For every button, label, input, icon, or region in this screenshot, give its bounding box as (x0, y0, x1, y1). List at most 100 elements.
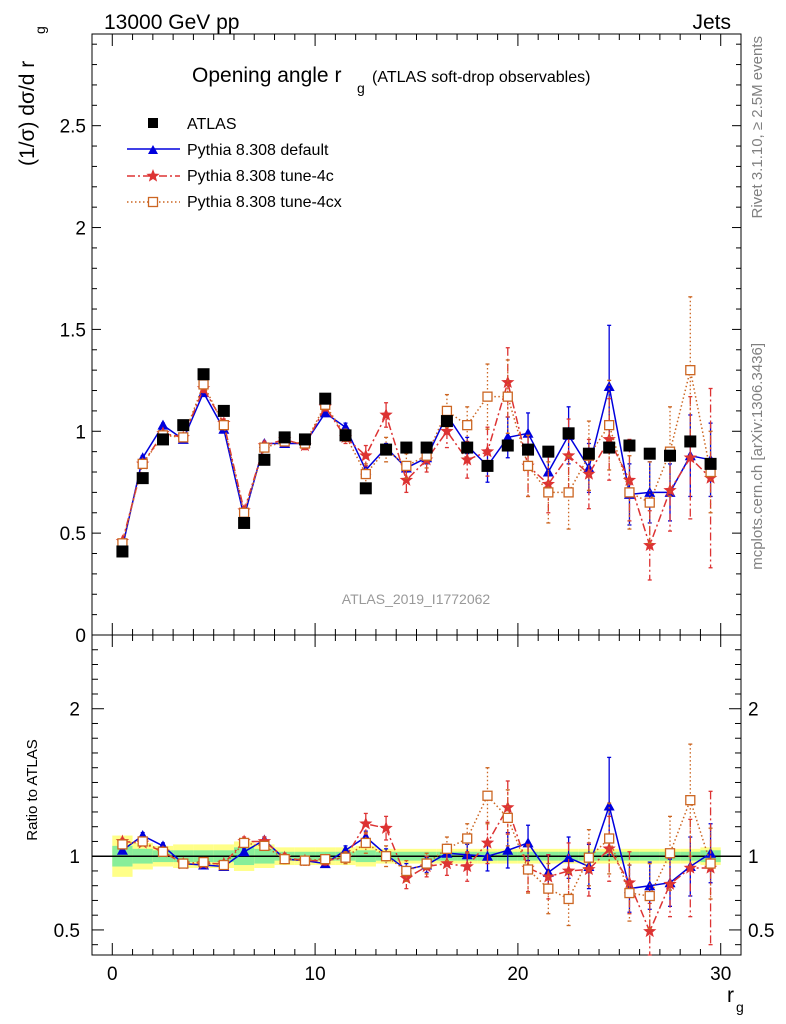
ratio-frame (91, 634, 742, 956)
marker-atlas-12 (359, 482, 372, 495)
marker-atlas-24 (603, 441, 616, 454)
x-label-text: r (727, 984, 734, 1007)
x-label-subscript: g (736, 999, 744, 1015)
marker-pythia-8-308-tune-4c-28 (683, 450, 697, 464)
marker-pythia-8-308-tune-4cx-1 (137, 458, 148, 470)
marker-pythia-8-308-tune-4c-13 (379, 407, 393, 421)
ratio-xtick-label: 10 (305, 964, 326, 985)
marker-pythia-8-308-tune-4c-16 (440, 856, 454, 870)
marker-pythia-8-308-default-24 (603, 380, 615, 391)
marker-atlas-18 (481, 459, 494, 472)
marker-pythia-8-308-tune-4cx-3 (178, 432, 189, 443)
ratio-ytick-label-left: 0.5 (54, 921, 80, 942)
marker-atlas-14 (400, 441, 413, 454)
legend-entry-atlas: ATLAS (148, 116, 237, 133)
marker-atlas-2 (156, 433, 169, 446)
marker-pythia-8-308-tune-4c-18 (480, 835, 495, 849)
marker-pythia-8-308-tune-4c-28 (683, 861, 697, 874)
marker-pythia-8-308-tune-4cx-25 (624, 887, 635, 899)
marker-pythia-8-308-tune-4c-25 (622, 473, 637, 486)
legend-label-tune4cx: Pythia 8.308 tune-4cx (187, 194, 342, 211)
series-pythia-8-308-default (116, 324, 717, 552)
marker-pythia-8-308-tune-4cx-26 (644, 497, 655, 508)
marker-atlas-8 (278, 431, 291, 444)
ratio-ytick-label-right: 2 (748, 700, 759, 721)
marker-pythia-8-308-tune-4c-22 (561, 863, 576, 877)
marker-pythia-8-308-default-20 (522, 837, 534, 848)
marker-atlas-29 (704, 457, 717, 470)
marker-pythia-8-308-tune-4cx-14 (401, 460, 412, 472)
marker-pythia-8-308-default-0 (116, 844, 128, 855)
main-y-label-text: (1/σ) dσ/d r (16, 61, 39, 166)
marker-pythia-8-308-default-19 (502, 844, 514, 855)
marker-atlas-20 (522, 443, 535, 456)
main-ytick-label: 1.5 (60, 320, 86, 341)
series-pythia-8-308-tune-4cx (117, 743, 716, 930)
marker-pythia-8-308-tune-4cx-0 (117, 839, 128, 850)
legend-label-atlas: ATLAS (187, 116, 237, 133)
marker-pythia-8-308-tune-4cx-17 (462, 833, 473, 844)
ratio-ytick-label-right: 1 (748, 847, 759, 868)
marker-pythia-8-308-tune-4cx-7 (259, 840, 270, 852)
main-title-subscript: g (357, 80, 365, 96)
legend-entry-tune4cx: Pythia 8.308 tune-4cx (127, 194, 342, 211)
marker-pythia-8-308-tune-4c-26 (643, 924, 657, 938)
series-line-pythia-8-308-tune-4c (122, 805, 711, 934)
marker-pythia-8-308-tune-4c-21 (541, 477, 555, 490)
ratio-x-ticks: 0 10 20 30 (107, 635, 731, 985)
ratio-ytick-label-right: 0.5 (748, 921, 774, 942)
marker-atlas-19 (501, 439, 514, 452)
ratio-panel: 0.5 0.51 12 20 10 20 30 (54, 634, 774, 985)
marker-atlas-1 (136, 472, 149, 485)
marker-pythia-8-308-default-22 (563, 852, 575, 863)
marker-pythia-8-308-tune-4cx-11 (340, 852, 351, 863)
marker-pythia-8-308-tune-4cx-24 (604, 420, 615, 431)
marker-pythia-8-308-tune-4cx-4 (198, 856, 209, 868)
main-ytick-label: 0.5 (60, 524, 86, 545)
marker-atlas-7 (258, 453, 271, 466)
marker-atlas-5 (217, 404, 230, 417)
marker-atlas-3 (177, 419, 190, 432)
marker-pythia-8-308-tune-4c-22 (561, 448, 576, 462)
main-title-extra: (ATLAS soft-drop observables) (372, 69, 590, 86)
marker-atlas-0 (116, 545, 129, 558)
marker-pythia-8-308-default-10 (319, 407, 331, 418)
marker-pythia-8-308-tune-4c-17 (460, 859, 474, 873)
main-y-ticks: 0 0.5 1 1.5 2 2.5 (60, 43, 741, 647)
main-x-ticks (111, 34, 722, 635)
marker-pythia-8-308-tune-4cx-23 (583, 852, 595, 863)
marker-pythia-8-308-tune-4c-27 (663, 877, 677, 890)
marker-atlas-25 (623, 439, 636, 452)
marker-pythia-8-308-tune-4c-18 (480, 444, 495, 458)
marker-pythia-8-308-tune-4cx-28 (685, 795, 696, 806)
marker-pythia-8-308-tune-4cx-2 (157, 846, 169, 857)
marker-pythia-8-308-default-24 (603, 800, 615, 811)
marker-atlas-13 (380, 443, 393, 456)
marker-atlas-10 (319, 392, 332, 405)
marker-atlas-26 (643, 447, 656, 460)
legend-label-default: Pythia 8.308 default (187, 142, 329, 159)
marker-pythia-8-308-tune-4cx-15 (421, 858, 432, 869)
marker-pythia-8-308-tune-4cx-5 (218, 420, 229, 431)
rivet-label: Rivet 3.1.10, ≥ 2.5M events (749, 36, 766, 219)
marker-pythia-8-308-tune-4cx-13 (380, 851, 392, 862)
main-ytick-label: 0 (75, 626, 86, 647)
marker-pythia-8-308-tune-4cx-5 (218, 859, 229, 871)
marker-atlas-27 (664, 449, 677, 462)
x-axis-label: r g (727, 984, 744, 1015)
marker-pythia-8-308-tune-4cx-22 (563, 893, 574, 905)
marker-pythia-8-308-default-20 (522, 427, 534, 438)
marker-atlas-17 (461, 441, 474, 454)
marker-pythia-8-308-tune-4cx-27 (664, 848, 676, 859)
marker-pythia-8-308-default-11 (340, 421, 352, 432)
marker-pythia-8-308-tune-4cx-18 (482, 391, 493, 402)
marker-pythia-8-308-tune-4cx-12 (360, 468, 371, 480)
marker-pythia-8-308-tune-4c-17 (460, 452, 474, 466)
marker-pythia-8-308-tune-4cx-6 (238, 837, 250, 849)
category-label: Jets (692, 11, 731, 34)
marker-pythia-8-308-tune-4c-12 (359, 816, 373, 830)
marker-pythia-8-308-tune-4cx-24 (604, 833, 615, 844)
series-line-pythia-8-308-tune-4cx (121, 370, 712, 544)
ratio-ytick-label-left: 2 (69, 700, 80, 721)
